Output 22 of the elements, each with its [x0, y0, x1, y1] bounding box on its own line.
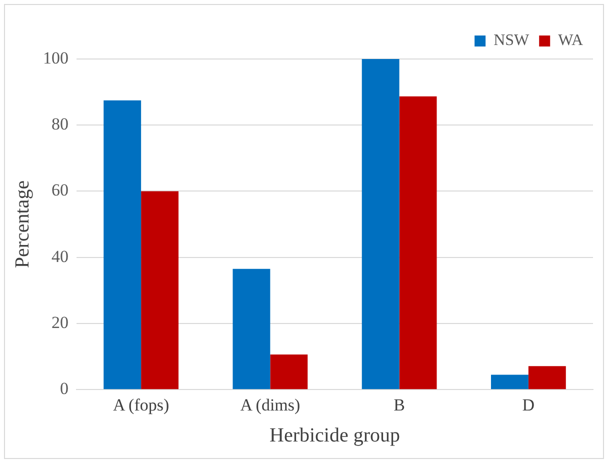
- y-tick-label: 80: [52, 114, 68, 134]
- legend-label: WA: [558, 32, 584, 50]
- bar: [232, 268, 270, 390]
- y-axis-title: Percentage: [11, 180, 34, 268]
- y-tick-label: 20: [52, 312, 68, 332]
- bar: [270, 354, 308, 390]
- bar: [528, 366, 566, 390]
- legend-label: NSW: [494, 32, 530, 50]
- x-tick-label: A (fops): [112, 395, 170, 414]
- bar: [141, 191, 179, 390]
- y-tick-label: 0: [60, 379, 68, 398]
- bar: [362, 59, 400, 390]
- bar: [104, 100, 142, 390]
- x-tick-label: D: [522, 395, 535, 414]
- x-axis-title: Herbicide group: [269, 424, 400, 446]
- y-tick-label: 60: [52, 180, 68, 200]
- y-tick-label: 100: [43, 48, 68, 68]
- bar: [399, 96, 437, 390]
- bar: [490, 374, 528, 390]
- x-tick-label: A (dims): [240, 395, 300, 414]
- y-tick-label: 40: [52, 246, 68, 266]
- x-tick-label: B: [394, 395, 405, 414]
